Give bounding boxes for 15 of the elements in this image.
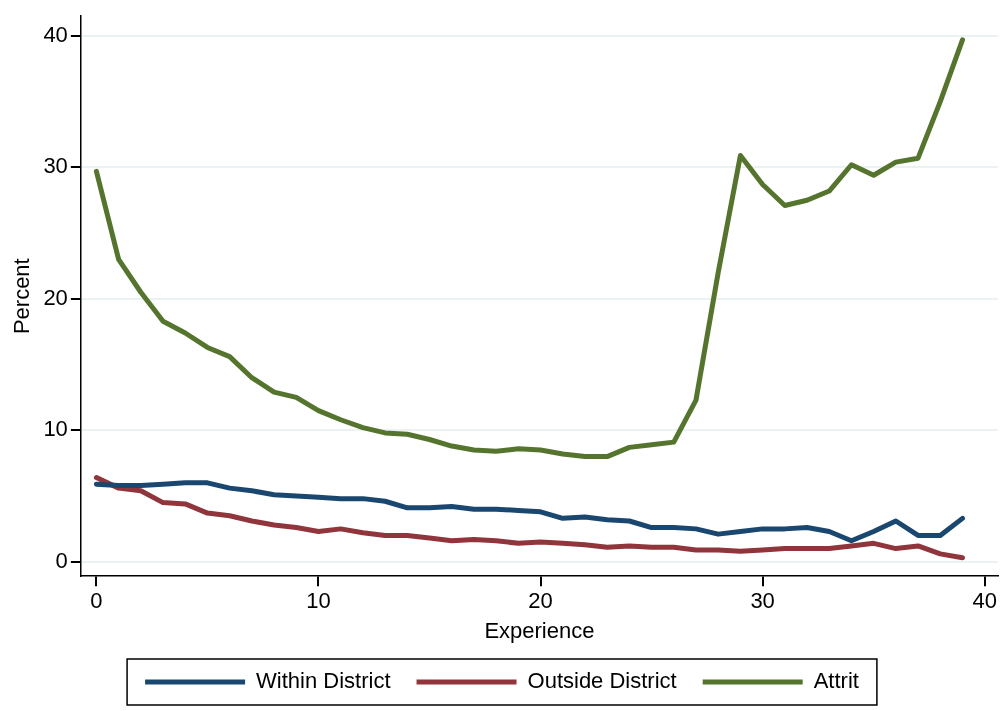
x-tick-label: 30: [750, 588, 775, 614]
y-tick-label: 20: [43, 284, 68, 310]
y-tick-label: 10: [43, 416, 68, 442]
x-tick-label: 20: [528, 588, 553, 614]
y-axis-title: Percent: [9, 258, 35, 335]
x-tick-label: 10: [306, 588, 331, 614]
legend-label: Outside District: [527, 668, 677, 694]
x-tick-label: 0: [90, 588, 103, 614]
legend-label: Attrit: [813, 668, 859, 694]
x-tick-label: 40: [972, 588, 997, 614]
y-tick-label: 40: [43, 21, 68, 47]
x-axis-title: Experience: [484, 617, 595, 643]
legend-label: Within District: [256, 668, 391, 694]
y-tick-label: 0: [55, 547, 68, 573]
y-tick-label: 30: [43, 153, 68, 179]
